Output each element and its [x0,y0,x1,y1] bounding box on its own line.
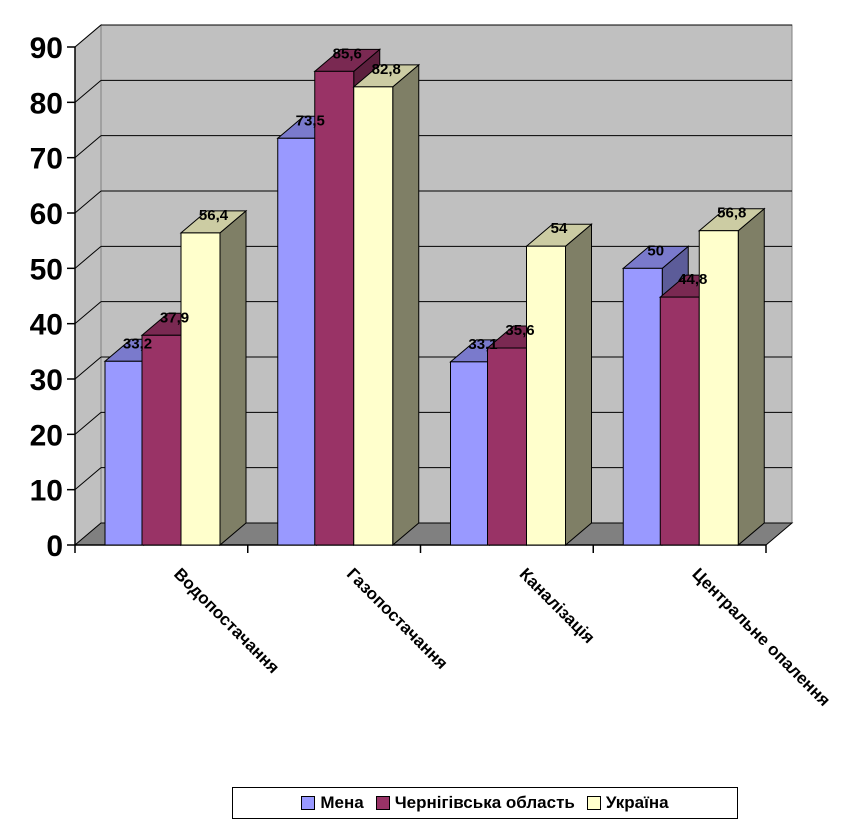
bar [526,245,566,546]
bar [314,70,355,546]
bar [141,334,182,546]
x-tick-label: Газопостачання [343,564,452,673]
gridline-side [74,467,102,491]
gridline-side [74,301,102,325]
y-tick-label: 50 [30,253,63,286]
bar [698,230,739,546]
gridline-side [74,356,102,380]
data-label: 33,2 [123,335,152,352]
legend-label: Україна [605,793,669,812]
x-tick-label: Водопостачання [170,564,283,677]
bar [450,361,490,546]
data-label: 35,6 [505,322,534,339]
data-label: 44,8 [678,271,707,288]
x-tick-label: Центральне опалення [688,564,834,710]
bar [487,347,527,546]
data-label: 82,8 [372,61,401,78]
chart-legend: Мена Чернігівська область Україна [232,787,738,819]
y-tick-label: 60 [30,198,63,231]
plot-side-wall [74,23,102,547]
bar-side [737,207,765,547]
bar-side [392,63,420,547]
legend-swatch [586,796,601,810]
bar [277,137,318,546]
gridline-side [74,79,102,103]
legend-item: Україна [586,793,669,813]
y-tick-label: 80 [30,87,63,120]
y-tick-label: 40 [30,309,63,342]
y-tick-label: 0 [46,530,63,563]
gridline-side [74,190,102,214]
data-label: 54 [551,220,568,237]
gridline-side [74,135,102,159]
y-tick-label: 10 [30,475,63,508]
bar [180,232,221,546]
data-label: 50 [647,242,664,259]
legend-label: Мена [320,793,364,812]
y-tick-label: 30 [30,364,63,397]
y-tick-label: 90 [30,32,63,65]
bar [353,86,394,546]
data-label: 56,4 [199,207,229,224]
data-label: 37,9 [160,309,189,326]
bar-side [219,209,247,547]
x-tick-label: Каналізація [516,564,599,647]
data-label: 56,8 [717,205,746,222]
data-label: 33,1 [468,336,497,353]
legend-swatch [375,796,390,810]
data-label: 85,6 [333,45,362,62]
y-tick-label: 20 [30,419,63,452]
data-label: 73,5 [296,112,325,129]
bar-side [565,223,592,547]
bar [104,360,145,546]
y-tick-label: 70 [30,143,63,176]
legend-swatch [301,796,316,810]
bar [659,296,700,546]
gridline-side [74,245,102,269]
legend-label: Чернігівська область [394,793,575,812]
gridline-side [74,411,102,435]
legend-item: Чернігівська область [375,793,575,813]
legend-item: Мена [301,793,364,813]
bar [622,267,663,546]
gridline-side [74,24,102,48]
